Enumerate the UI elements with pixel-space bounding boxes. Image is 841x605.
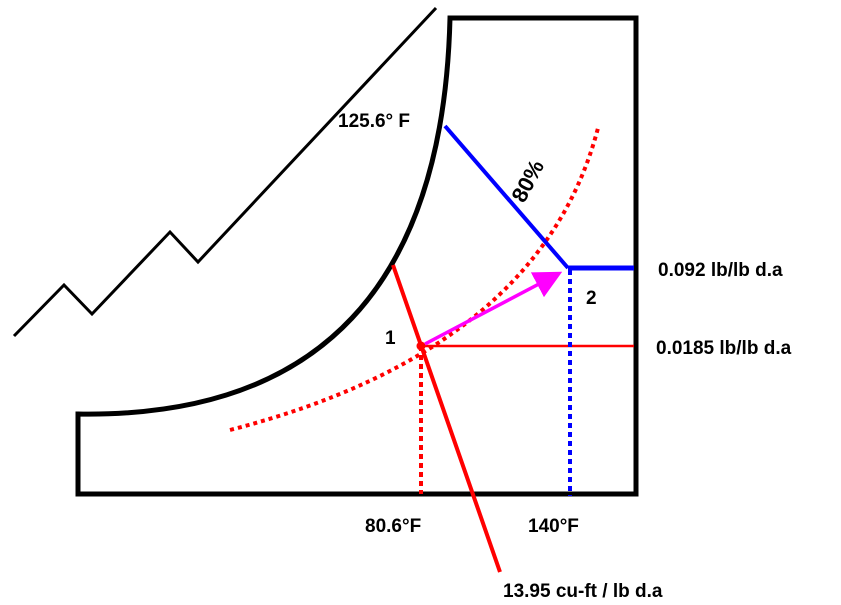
point1-label: 1 bbox=[385, 328, 396, 349]
state2-drybulb-label: 140°F bbox=[528, 516, 579, 537]
wet-bulb-line bbox=[443, 124, 570, 270]
point1-marker bbox=[416, 341, 426, 351]
process-arrow bbox=[424, 271, 563, 346]
state1-specific-volume-line bbox=[391, 264, 502, 573]
state1-drybulb-label: 80.6°F bbox=[365, 516, 421, 537]
state2-humidity-label: 0.092 lb/lb d.a bbox=[658, 260, 783, 281]
rh-curve-label: 80% bbox=[506, 156, 549, 207]
wet-bulb-temperature-label: 125.6° F bbox=[338, 111, 410, 132]
point2-label: 2 bbox=[586, 288, 597, 309]
rh-80-curve bbox=[229, 127, 600, 432]
chart-frame-outline bbox=[75, 15, 639, 497]
specific-volume-label: 13.95 cu-ft / lb d.a bbox=[503, 581, 663, 602]
state1-humidity-label: 0.0185 lb/lb d.a bbox=[656, 338, 792, 359]
chart-break-zigzag bbox=[12, 6, 438, 338]
